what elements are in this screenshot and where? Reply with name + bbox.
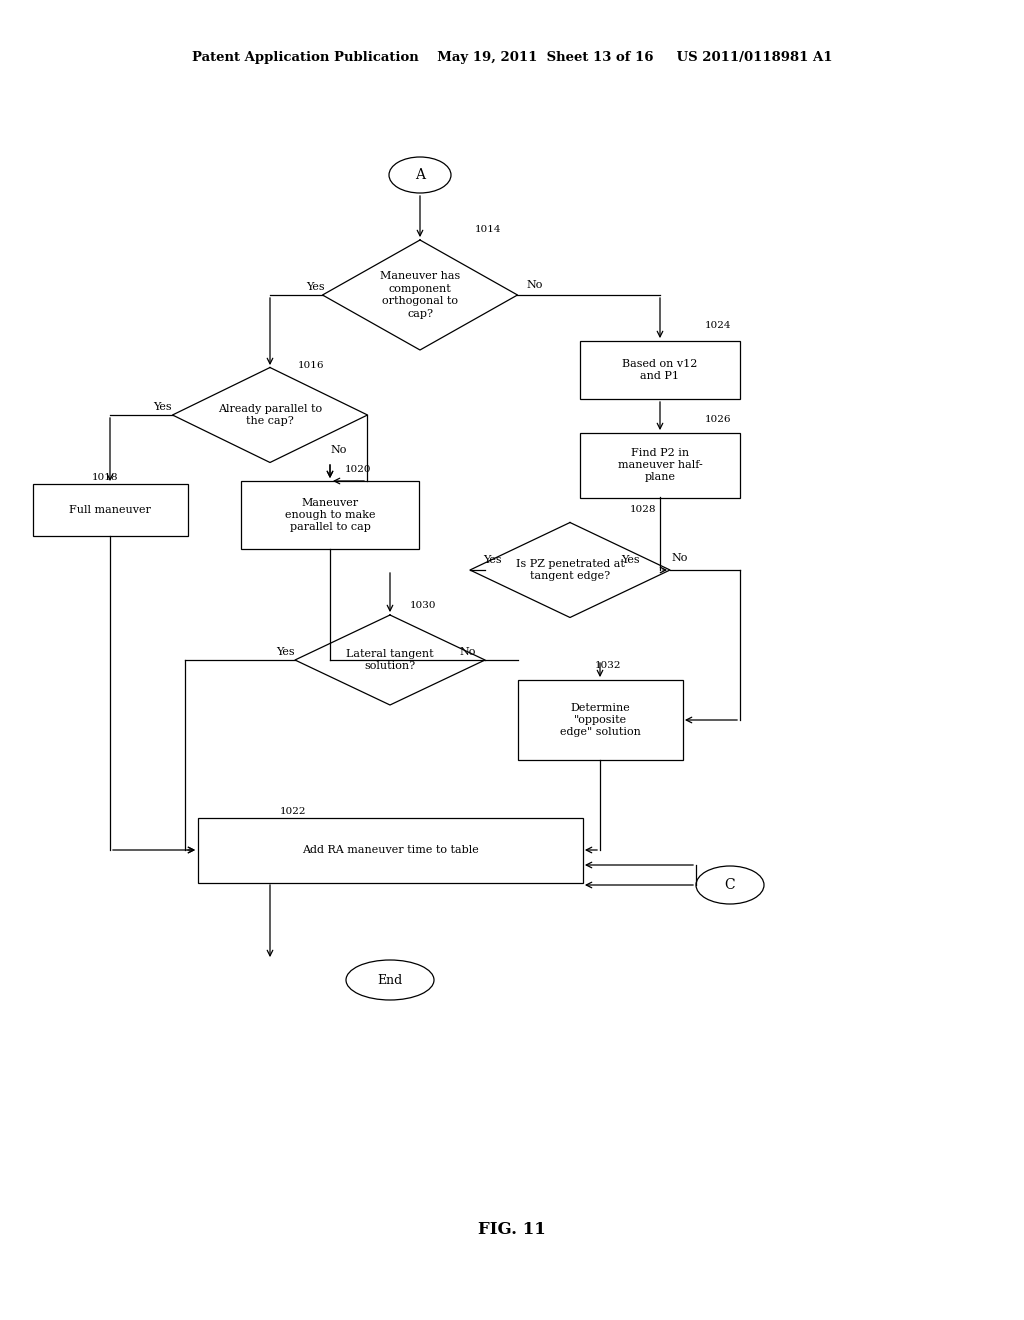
Text: Full maneuver: Full maneuver <box>69 506 151 515</box>
Text: Is PZ penetrated at
tangent edge?: Is PZ penetrated at tangent edge? <box>515 558 625 581</box>
Text: Determine
"opposite
edge" solution: Determine "opposite edge" solution <box>559 702 640 738</box>
Text: 1032: 1032 <box>595 660 622 669</box>
Text: No: No <box>672 553 688 564</box>
Bar <box>580 341 740 399</box>
Text: Maneuver
enough to make
parallel to cap: Maneuver enough to make parallel to cap <box>285 498 375 532</box>
Bar <box>33 484 187 536</box>
Text: Yes: Yes <box>482 554 502 565</box>
Text: Lateral tangent
solution?: Lateral tangent solution? <box>346 649 434 671</box>
Text: Based on v12
and P1: Based on v12 and P1 <box>623 359 697 381</box>
Text: No: No <box>460 647 476 657</box>
Text: 1014: 1014 <box>475 226 502 235</box>
Ellipse shape <box>696 866 764 904</box>
Ellipse shape <box>346 960 434 1001</box>
Text: Add RA maneuver time to table: Add RA maneuver time to table <box>302 845 478 855</box>
Text: Patent Application Publication    May 19, 2011  Sheet 13 of 16     US 2011/01189: Patent Application Publication May 19, 2… <box>191 51 833 65</box>
Text: Already parallel to
the cap?: Already parallel to the cap? <box>218 404 323 426</box>
Text: Yes: Yes <box>153 403 171 412</box>
Text: No: No <box>526 280 543 290</box>
Text: 1030: 1030 <box>410 601 436 610</box>
Text: Yes: Yes <box>275 647 294 657</box>
Text: 1024: 1024 <box>705 321 731 330</box>
Text: Yes: Yes <box>306 282 325 292</box>
Text: 1018: 1018 <box>92 474 119 483</box>
Text: 1016: 1016 <box>298 360 325 370</box>
Text: 1020: 1020 <box>345 466 372 474</box>
Text: 1026: 1026 <box>705 416 731 425</box>
Text: A: A <box>415 168 425 182</box>
Bar <box>241 480 419 549</box>
Ellipse shape <box>389 157 451 193</box>
Bar <box>580 433 740 498</box>
Bar <box>198 817 583 883</box>
Text: Maneuver has
component
orthogonal to
cap?: Maneuver has component orthogonal to cap… <box>380 272 460 318</box>
Text: Find P2 in
maneuver half-
plane: Find P2 in maneuver half- plane <box>617 447 702 482</box>
Text: 1022: 1022 <box>280 808 306 817</box>
Text: FIG. 11: FIG. 11 <box>478 1221 546 1238</box>
Text: 1028: 1028 <box>630 506 656 515</box>
Text: Yes: Yes <box>621 554 639 565</box>
Bar <box>517 680 683 760</box>
Text: End: End <box>378 974 402 986</box>
Text: No: No <box>330 445 346 455</box>
Text: C: C <box>725 878 735 892</box>
